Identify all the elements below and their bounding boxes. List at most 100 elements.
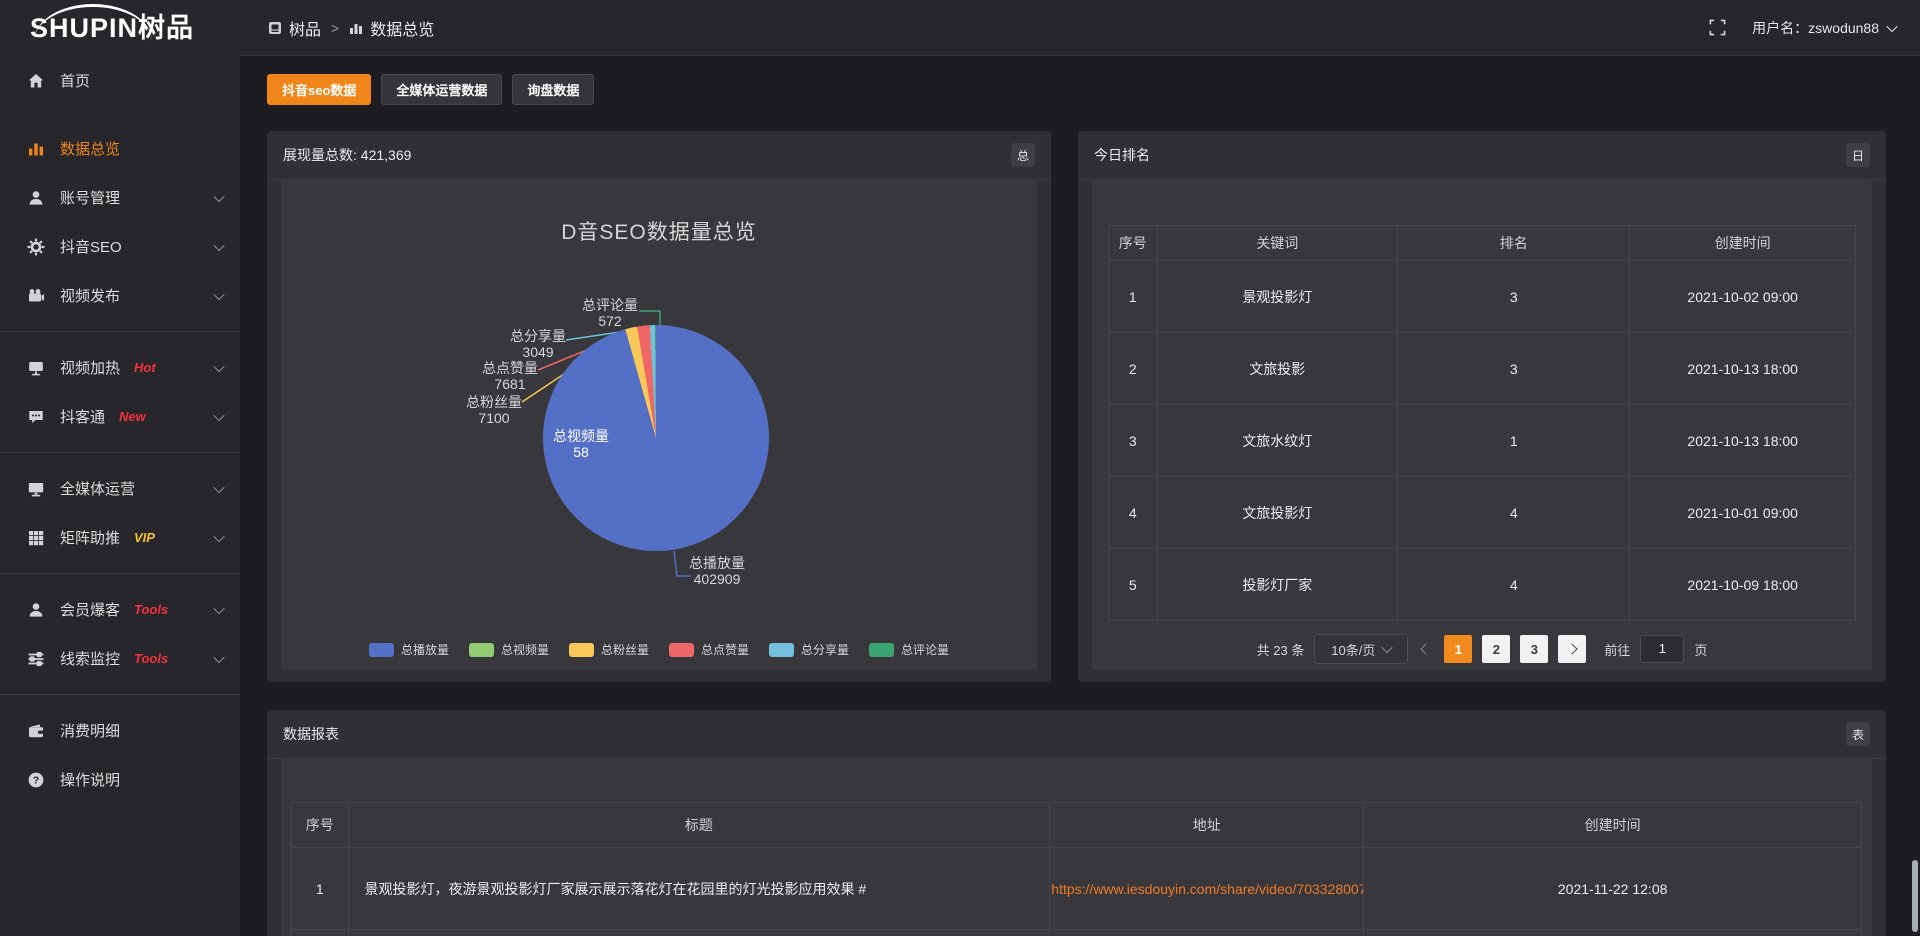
chevron-down-icon bbox=[213, 602, 225, 614]
pie-label-总粉丝量: 总粉丝量 7100 bbox=[466, 394, 522, 426]
overview-badge-button[interactable]: 总 bbox=[1011, 143, 1035, 167]
sidebar-item-doukoutong[interactable]: 抖客通 New bbox=[0, 392, 240, 441]
legend-item-总评论量[interactable]: 总评论量 bbox=[869, 641, 949, 658]
sidebar-badge-new: New bbox=[119, 409, 146, 424]
impressions-total-label: 展现量总数: 421,369 bbox=[283, 147, 412, 163]
pie-label-line bbox=[673, 550, 691, 577]
sidebar-item-account-manage[interactable]: 账号管理 bbox=[0, 173, 240, 222]
sidebar-badge-tools: Tools bbox=[134, 651, 169, 666]
breadcrumb: 树品 > 数据总览 bbox=[268, 16, 434, 40]
legend-item-总粉丝量[interactable]: 总粉丝量 bbox=[568, 641, 649, 658]
sidebar-item-data-overview[interactable]: 数据总览 bbox=[0, 124, 240, 173]
report-table-row[interactable]: 1 景观投影灯，夜游景观投影灯厂家展示展示落花灯在花园里的灯光投影应用效果 # ht… bbox=[291, 847, 1862, 930]
chevron-down-icon bbox=[213, 409, 225, 421]
sidebar-item-label: 消费明细 bbox=[60, 723, 121, 740]
question-icon: ? bbox=[27, 771, 45, 789]
legend-label: 总粉丝量 bbox=[600, 643, 649, 657]
chevron-down-icon bbox=[1381, 641, 1394, 654]
sidebar-divider bbox=[0, 694, 240, 695]
rank-cell: 景观投影灯 bbox=[1156, 260, 1399, 333]
breadcrumb-current[interactable]: 数据总览 bbox=[370, 21, 435, 39]
goto-page-input[interactable]: 1 bbox=[1640, 635, 1685, 663]
sidebar-item-home[interactable]: 首页 bbox=[0, 56, 240, 105]
breadcrumb-root[interactable]: 树品 bbox=[289, 21, 322, 39]
report-col-header: 标题 bbox=[347, 802, 1051, 848]
sidebar-item-label: 抖音SEO bbox=[60, 239, 122, 256]
rank-card-body: 序号 关键词 排名 创建时间 1 景观投影灯 3 2021-10-02 09:00 2 文旅投影 3… bbox=[1092, 180, 1872, 670]
report-badge-button[interactable]: 表 bbox=[1846, 722, 1870, 746]
report-cell-seq: 1 bbox=[291, 847, 349, 930]
rank-table-row[interactable]: 4 文旅投影灯 4 2021-10-01 09:00 bbox=[1108, 476, 1856, 549]
sidebar: SHUPIN树品 首页数据总览 账号管理抖音SEO 视频发布视频加热 Hot 抖客通 Ne… bbox=[0, 0, 240, 936]
prev-page-button[interactable] bbox=[1418, 643, 1434, 655]
rank-cell: 2021-10-02 09:00 bbox=[1629, 260, 1856, 333]
page-size-select[interactable]: 10条/页 bbox=[1314, 634, 1409, 664]
rank-col-header: 关键词 bbox=[1156, 225, 1399, 261]
tab-1[interactable]: 全媒体运营数据 bbox=[381, 74, 503, 105]
sidebar-item-matrix-boost[interactable]: 矩阵助推 VIP bbox=[0, 513, 240, 562]
rank-table-row[interactable]: 2 文旅投影 3 2021-10-13 18:00 bbox=[1108, 332, 1856, 405]
rank-col-header: 排名 bbox=[1397, 225, 1631, 261]
sidebar-item-clue-monitor[interactable]: 线索监控 Tools bbox=[0, 634, 240, 683]
overview-card: 展现量总数: 421,369 总 D音SEO数据量总览 总评论量 572 总分享量 3… bbox=[267, 131, 1051, 682]
next-page-button[interactable] bbox=[1558, 635, 1587, 663]
rank-cell: 3 bbox=[1397, 332, 1631, 405]
sidebar-item-operation-guide[interactable]: ? 操作说明 bbox=[0, 755, 240, 804]
legend-item-总分享量[interactable]: 总分享量 bbox=[769, 641, 849, 658]
pie-disc[interactable] bbox=[543, 325, 769, 551]
rank-col-header: 序号 bbox=[1108, 225, 1158, 261]
pagination-total: 共 23 条 bbox=[1256, 642, 1305, 658]
rank-cell: 4 bbox=[1397, 476, 1631, 549]
sidebar-item-consumption-detail[interactable]: 消费明细 bbox=[0, 706, 240, 755]
legend-item-总播放量[interactable]: 总播放量 bbox=[368, 641, 449, 658]
chevron-down-icon bbox=[213, 530, 225, 542]
sidebar-item-member-burst[interactable]: 会员爆客 Tools bbox=[0, 585, 240, 634]
page-button-3[interactable]: 3 bbox=[1520, 635, 1549, 663]
rank-table-row[interactable]: 1 景观投影灯 3 2021-10-02 09:00 bbox=[1108, 260, 1856, 333]
sidebar-item-video-heat[interactable]: 视频加热 Hot bbox=[0, 343, 240, 392]
rank-badge-button[interactable]: 日 bbox=[1846, 143, 1870, 167]
report-cell-link[interactable]: https://www.iesdouyin.com/share/video/70… bbox=[1049, 847, 1365, 930]
page-unit-label: 页 bbox=[1694, 642, 1708, 658]
user-menu[interactable]: 用户名：zswodun88 bbox=[1752, 18, 1898, 38]
screen-icon bbox=[27, 359, 45, 377]
sidebar-divider bbox=[0, 331, 240, 332]
sidebar-item-label: 矩阵助推 bbox=[60, 530, 121, 547]
report-cell-created: 2021-11-22 12:08 bbox=[1363, 847, 1862, 930]
brand-logo[interactable]: SHUPIN树品 bbox=[0, 0, 240, 50]
rank-cell: 文旅投影 bbox=[1156, 332, 1399, 405]
sidebar-badge-hot: Hot bbox=[134, 360, 156, 375]
chevron-down-icon bbox=[213, 360, 225, 372]
sidebar-item-label: 视频发布 bbox=[60, 288, 121, 305]
goto-label: 前往 bbox=[1604, 642, 1631, 658]
svg-text:?: ? bbox=[33, 774, 39, 786]
page-scrollbar-thumb[interactable] bbox=[1912, 860, 1918, 932]
sidebar-item-douyin-seo[interactable]: 抖音SEO bbox=[0, 222, 240, 271]
fullscreen-icon[interactable] bbox=[1709, 19, 1726, 36]
chevron-down-icon bbox=[213, 481, 225, 493]
page-button-2[interactable]: 2 bbox=[1482, 635, 1511, 663]
report-table-row-stub bbox=[291, 929, 1862, 936]
rank-table-row[interactable]: 3 文旅水纹灯 1 2021-10-13 18:00 bbox=[1108, 404, 1856, 477]
tab-2[interactable]: 询盘数据 bbox=[512, 74, 595, 105]
rank-table-row[interactable]: 5 投影灯厂家 4 2021-10-09 18:00 bbox=[1108, 548, 1856, 621]
legend-item-总点赞量[interactable]: 总点赞量 bbox=[669, 641, 749, 658]
page-button-1[interactable]: 1 bbox=[1444, 635, 1473, 663]
rank-cell: 2021-10-01 09:00 bbox=[1629, 476, 1856, 549]
sidebar-divider bbox=[0, 452, 240, 453]
sidebar-item-label: 首页 bbox=[60, 73, 91, 90]
sidebar-badge-vip: VIP bbox=[134, 530, 155, 545]
sidebar-item-media-operation[interactable]: 全媒体运营 bbox=[0, 464, 240, 513]
pie-label-总播放量: 总播放量 402909 bbox=[689, 555, 745, 587]
sidebar-item-label: 线索监控 bbox=[60, 651, 121, 668]
legend-item-总视频量[interactable]: 总视频量 bbox=[468, 641, 549, 658]
tab-0[interactable]: 抖音seo数据 bbox=[267, 74, 372, 105]
user-icon bbox=[27, 189, 45, 207]
wallet-icon bbox=[27, 722, 45, 740]
member-icon bbox=[27, 601, 45, 619]
sidebar-item-video-publish[interactable]: 视频发布 bbox=[0, 271, 240, 320]
rank-cell: 3 bbox=[1108, 404, 1158, 477]
rank-cell: 文旅投影灯 bbox=[1156, 476, 1399, 549]
